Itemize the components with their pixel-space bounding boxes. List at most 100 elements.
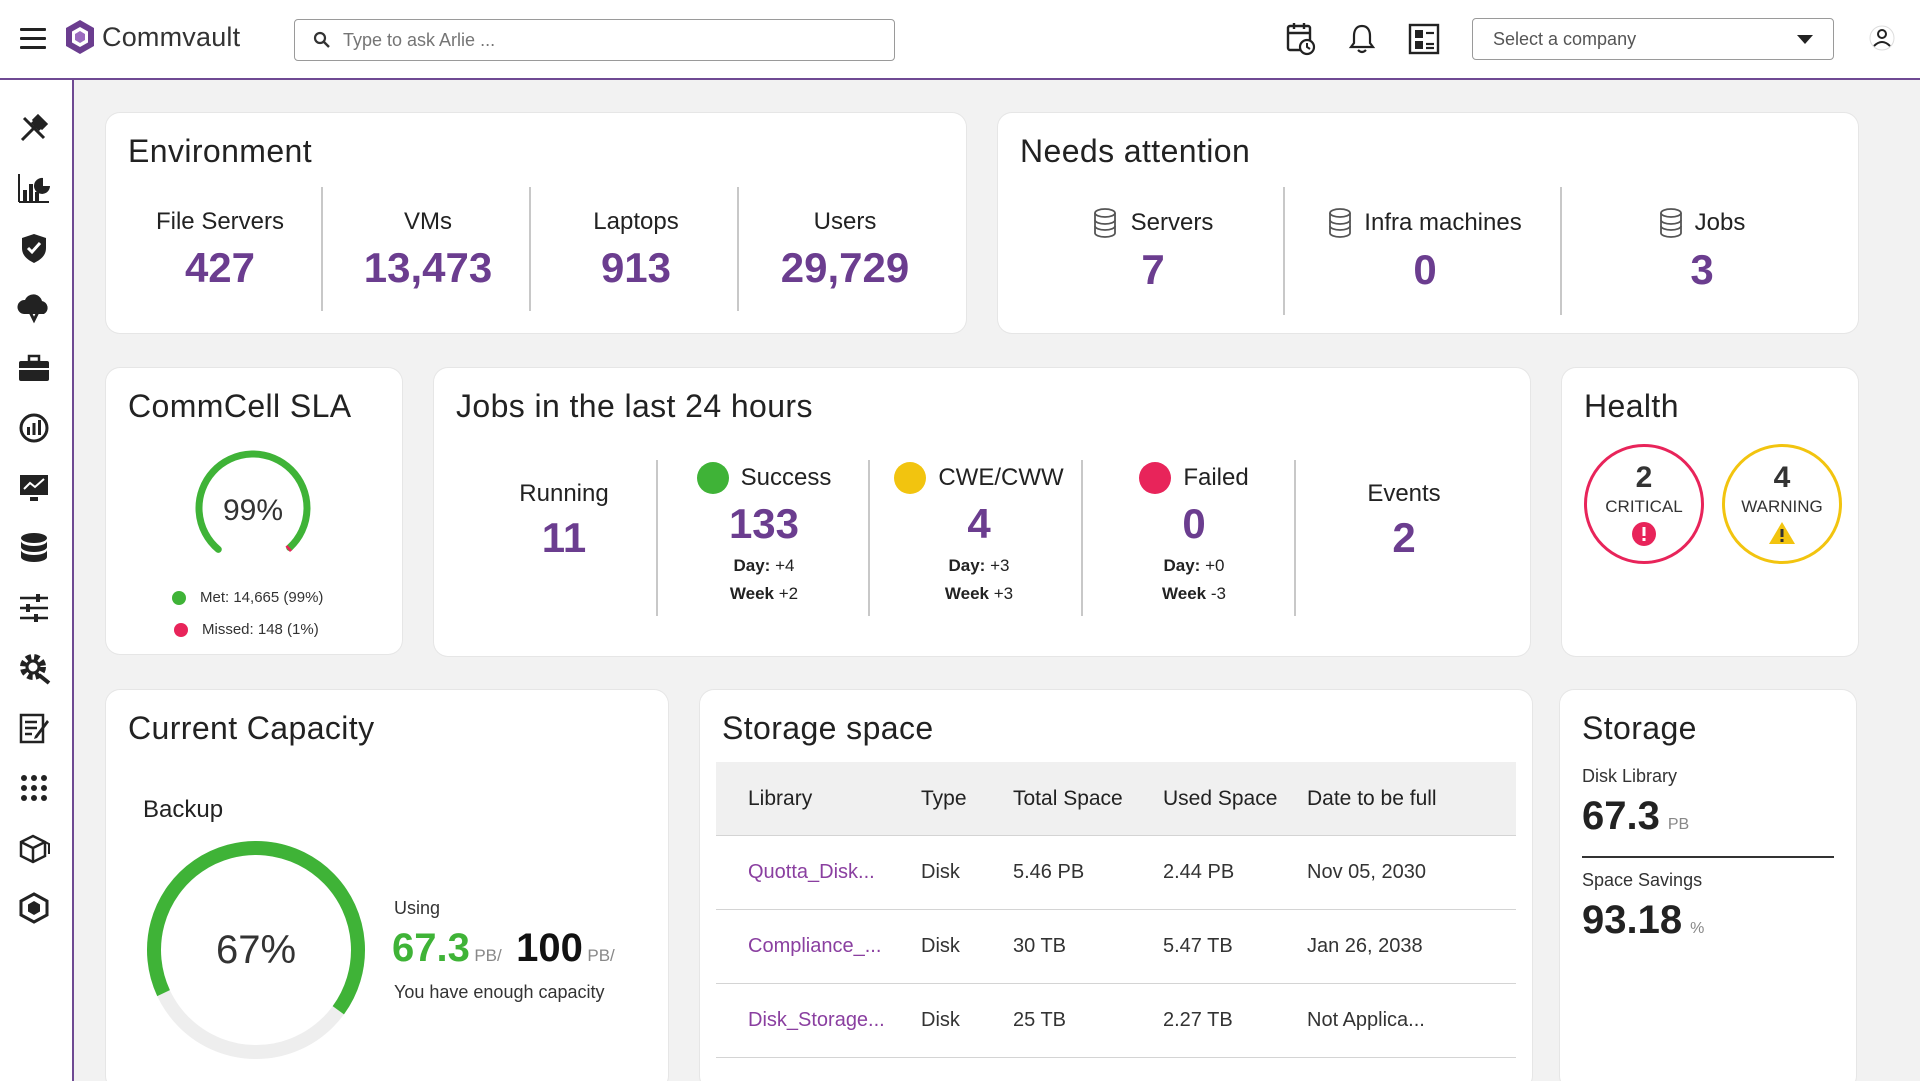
used-unit: PB/ — [474, 946, 502, 965]
attention-servers[interactable]: Servers 7 — [1038, 208, 1268, 294]
running-value: 11 — [541, 514, 587, 561]
table-cell: 2.27 TB — [1163, 1009, 1233, 1031]
disk-unit: PB — [1667, 816, 1690, 833]
divider — [1582, 856, 1834, 858]
table-cell: 25 TB — [1013, 1009, 1066, 1031]
divider — [321, 187, 323, 311]
failed-value: 0 — [1182, 500, 1206, 547]
apps-grid-icon[interactable] — [16, 770, 52, 806]
capacity-title: Current Capacity — [128, 710, 375, 746]
met-text: Met: 14,665 (99%) — [200, 589, 324, 606]
briefcase-icon[interactable] — [16, 350, 52, 386]
sliders-icon[interactable] — [16, 590, 52, 626]
space-savings-label: Space Savings — [1582, 870, 1703, 890]
divider — [737, 187, 739, 311]
user-icon[interactable] — [1868, 24, 1896, 57]
stat-label: Infra machines — [1364, 209, 1522, 236]
monitor-icon[interactable] — [16, 470, 52, 506]
health-critical[interactable]: 2 CRITICAL — [1584, 444, 1704, 564]
stat-label: Servers — [1130, 209, 1214, 236]
success-day: +4 — [775, 556, 795, 575]
failed-label: Failed — [1183, 464, 1249, 491]
cwe-value: 4 — [967, 500, 991, 547]
jobs-running[interactable]: Running 11 — [474, 480, 654, 562]
company-select[interactable]: Select a company — [1472, 18, 1834, 60]
column-header[interactable]: Type — [921, 786, 967, 810]
storage-space-title: Storage space — [722, 710, 934, 746]
attention-jobs[interactable]: Jobs 3 — [1567, 208, 1837, 294]
jobs-title: Jobs in the last 24 hours — [456, 388, 813, 424]
capacity-gauge[interactable]: 67% — [136, 830, 376, 1070]
gauge-icon[interactable] — [16, 410, 52, 446]
table-cell: Not Applica... — [1307, 1009, 1425, 1031]
tools-icon[interactable] — [16, 110, 52, 146]
day-label: Day: — [1163, 556, 1201, 575]
attention-title: Needs attention — [1020, 133, 1251, 169]
cwe-day: +3 — [990, 556, 1010, 575]
missed-text: Missed: 148 (1%) — [202, 621, 319, 638]
stat-value: 13,473 — [363, 244, 493, 291]
week-label: Week — [729, 584, 774, 603]
disk-value: 67.3 — [1582, 794, 1660, 838]
stat-laptops[interactable]: Laptops 913 — [536, 208, 736, 292]
shield-icon[interactable] — [16, 230, 52, 266]
stat-vms[interactable]: VMs 13,473 — [328, 208, 528, 292]
dashboard-layout-icon[interactable] — [1405, 20, 1443, 58]
bell-icon[interactable] — [1343, 20, 1381, 58]
table-header: Library Type Total Space Used Space Date… — [716, 762, 1516, 836]
success-label: Success — [740, 464, 832, 491]
library-link[interactable]: Disk_Storage... — [748, 1009, 885, 1031]
search-box[interactable] — [294, 19, 895, 61]
jobs-cwe[interactable]: CWE/CWW 4 Day: +3 Week +3 — [874, 462, 1084, 604]
stat-file-servers[interactable]: File Servers 427 — [126, 208, 314, 292]
capacity-usage: 67.3 PB/ 100 PB/ — [392, 926, 615, 971]
gear-icon[interactable] — [16, 650, 52, 686]
health-title: Health — [1584, 388, 1679, 424]
missed-dot — [174, 622, 188, 637]
current-capacity-card: Current Capacity Backup 67% Using 67.3 P… — [106, 690, 668, 1081]
jobs-failed[interactable]: Failed 0 Day: +0 Week -3 — [1089, 462, 1299, 604]
column-header[interactable]: Date to be full — [1307, 786, 1437, 810]
database-icon[interactable] — [16, 530, 52, 566]
storage-card: Storage Disk Library 67.3 PB Space Saving… — [1560, 690, 1856, 1081]
savings-value: 93.18 — [1582, 898, 1683, 942]
storage-title: Storage — [1582, 710, 1697, 746]
storage-table: Library Type Total Space Used Space Date… — [716, 762, 1516, 1058]
calendar-clock-icon[interactable] — [1282, 20, 1320, 58]
capacity-note: You have enough capacity — [394, 982, 605, 1002]
database-icon — [1093, 208, 1116, 238]
stat-label: Users — [813, 208, 877, 235]
divider — [1294, 460, 1296, 616]
stat-users[interactable]: Users 29,729 — [744, 208, 946, 292]
jobs-events[interactable]: Events 2 — [1304, 480, 1504, 562]
library-link[interactable]: Quotta_Disk... — [748, 861, 875, 883]
column-header[interactable]: Used Space — [1163, 786, 1278, 810]
jobs-success[interactable]: Success 133 Day: +4 Week +2 — [664, 462, 864, 604]
success-week: +2 — [778, 584, 799, 603]
health-warning[interactable]: 4 WARNING — [1722, 444, 1842, 564]
cloud-icon[interactable] — [16, 290, 52, 326]
met-dot — [172, 590, 186, 605]
brand-name: Commvault — [102, 21, 241, 52]
menu-icon[interactable] — [20, 28, 46, 50]
used-value: 67.3 — [392, 926, 470, 970]
hexagon-icon[interactable] — [16, 890, 52, 926]
column-header[interactable]: Library — [748, 786, 813, 810]
capacity-percent: 67% — [216, 928, 296, 972]
stat-label: Jobs — [1694, 209, 1746, 236]
library-link[interactable]: Compliance_... — [748, 935, 882, 957]
needs-attention-card: Needs attention Servers 7 Infra machines… — [998, 113, 1858, 333]
clipboard-icon[interactable] — [16, 710, 52, 746]
failed-week: -3 — [1210, 584, 1226, 603]
cubes-icon[interactable] — [16, 830, 52, 866]
attention-infra-machines[interactable]: Infra machines 0 — [1290, 208, 1560, 294]
table-row: Disk_Storage... Disk 25 TB 2.27 TB Not A… — [716, 984, 1516, 1058]
reports-icon[interactable] — [16, 170, 52, 206]
stat-label: Laptops — [593, 208, 679, 235]
search-input[interactable] — [343, 29, 863, 51]
stat-label: VMs — [404, 208, 452, 235]
sla-gauge[interactable]: 99% — [178, 440, 328, 570]
brand-logo[interactable]: Commvault — [64, 19, 240, 55]
column-header[interactable]: Total Space — [1013, 786, 1123, 810]
table-cell: Disk — [921, 1009, 960, 1031]
